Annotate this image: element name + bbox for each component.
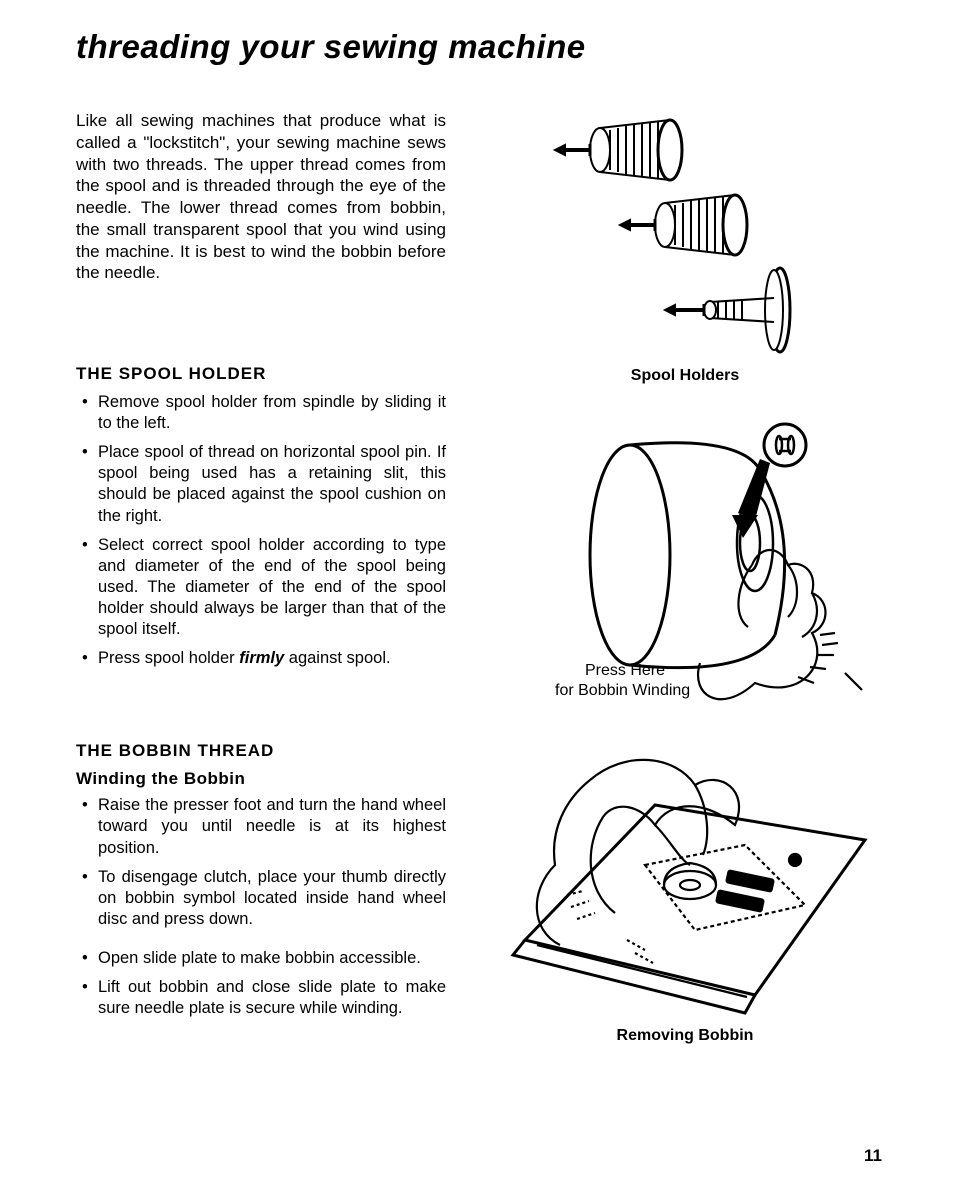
list-item: Lift out bobbin and close slide plate to… (76, 977, 446, 1019)
list-item: Select correct spool holder according to… (76, 535, 446, 641)
spool-holders-caption: Spool Holders (631, 367, 739, 385)
removing-bobbin-caption: Removing Bobbin (617, 1027, 754, 1045)
spool-holders-figure (520, 110, 850, 355)
bobbin-thread-heading: THE BOBBIN THREAD (76, 741, 446, 761)
press-here-label-line2: for Bobbin Winding (555, 682, 690, 699)
content-columns: Like all sewing machines that produce wh… (76, 110, 894, 1045)
list-item: Place spool of thread on horizontal spoo… (76, 442, 446, 526)
winding-bobbin-subheading: Winding the Bobbin (76, 769, 446, 789)
spool-holder-heading: THE SPOOL HOLDER (76, 364, 446, 384)
list-item: Open slide plate to make bobbin accessib… (76, 948, 446, 969)
bobbin-thread-list: Raise the presser foot and turn the hand… (76, 795, 446, 1019)
right-column: Spool Holders (476, 110, 894, 1045)
left-column: Like all sewing machines that produce wh… (76, 110, 446, 1045)
intro-paragraph: Like all sewing machines that produce wh… (76, 110, 446, 284)
press-here-label-line1: Press Here (585, 662, 665, 679)
bobbin-winding-figure: Press Here for Bobbin Winding (500, 415, 870, 715)
page-number: 11 (864, 1146, 882, 1166)
page-title: threading your sewing machine (76, 28, 894, 66)
list-item: Remove spool holder from spindle by slid… (76, 392, 446, 434)
list-item: Press spool holder firmly against spool. (76, 648, 446, 669)
removing-bobbin-figure (495, 745, 875, 1015)
list-item: To disengage clutch, place your thumb di… (76, 867, 446, 930)
spool-holder-list: Remove spool holder from spindle by slid… (76, 392, 446, 669)
list-item: Raise the presser foot and turn the hand… (76, 795, 446, 858)
